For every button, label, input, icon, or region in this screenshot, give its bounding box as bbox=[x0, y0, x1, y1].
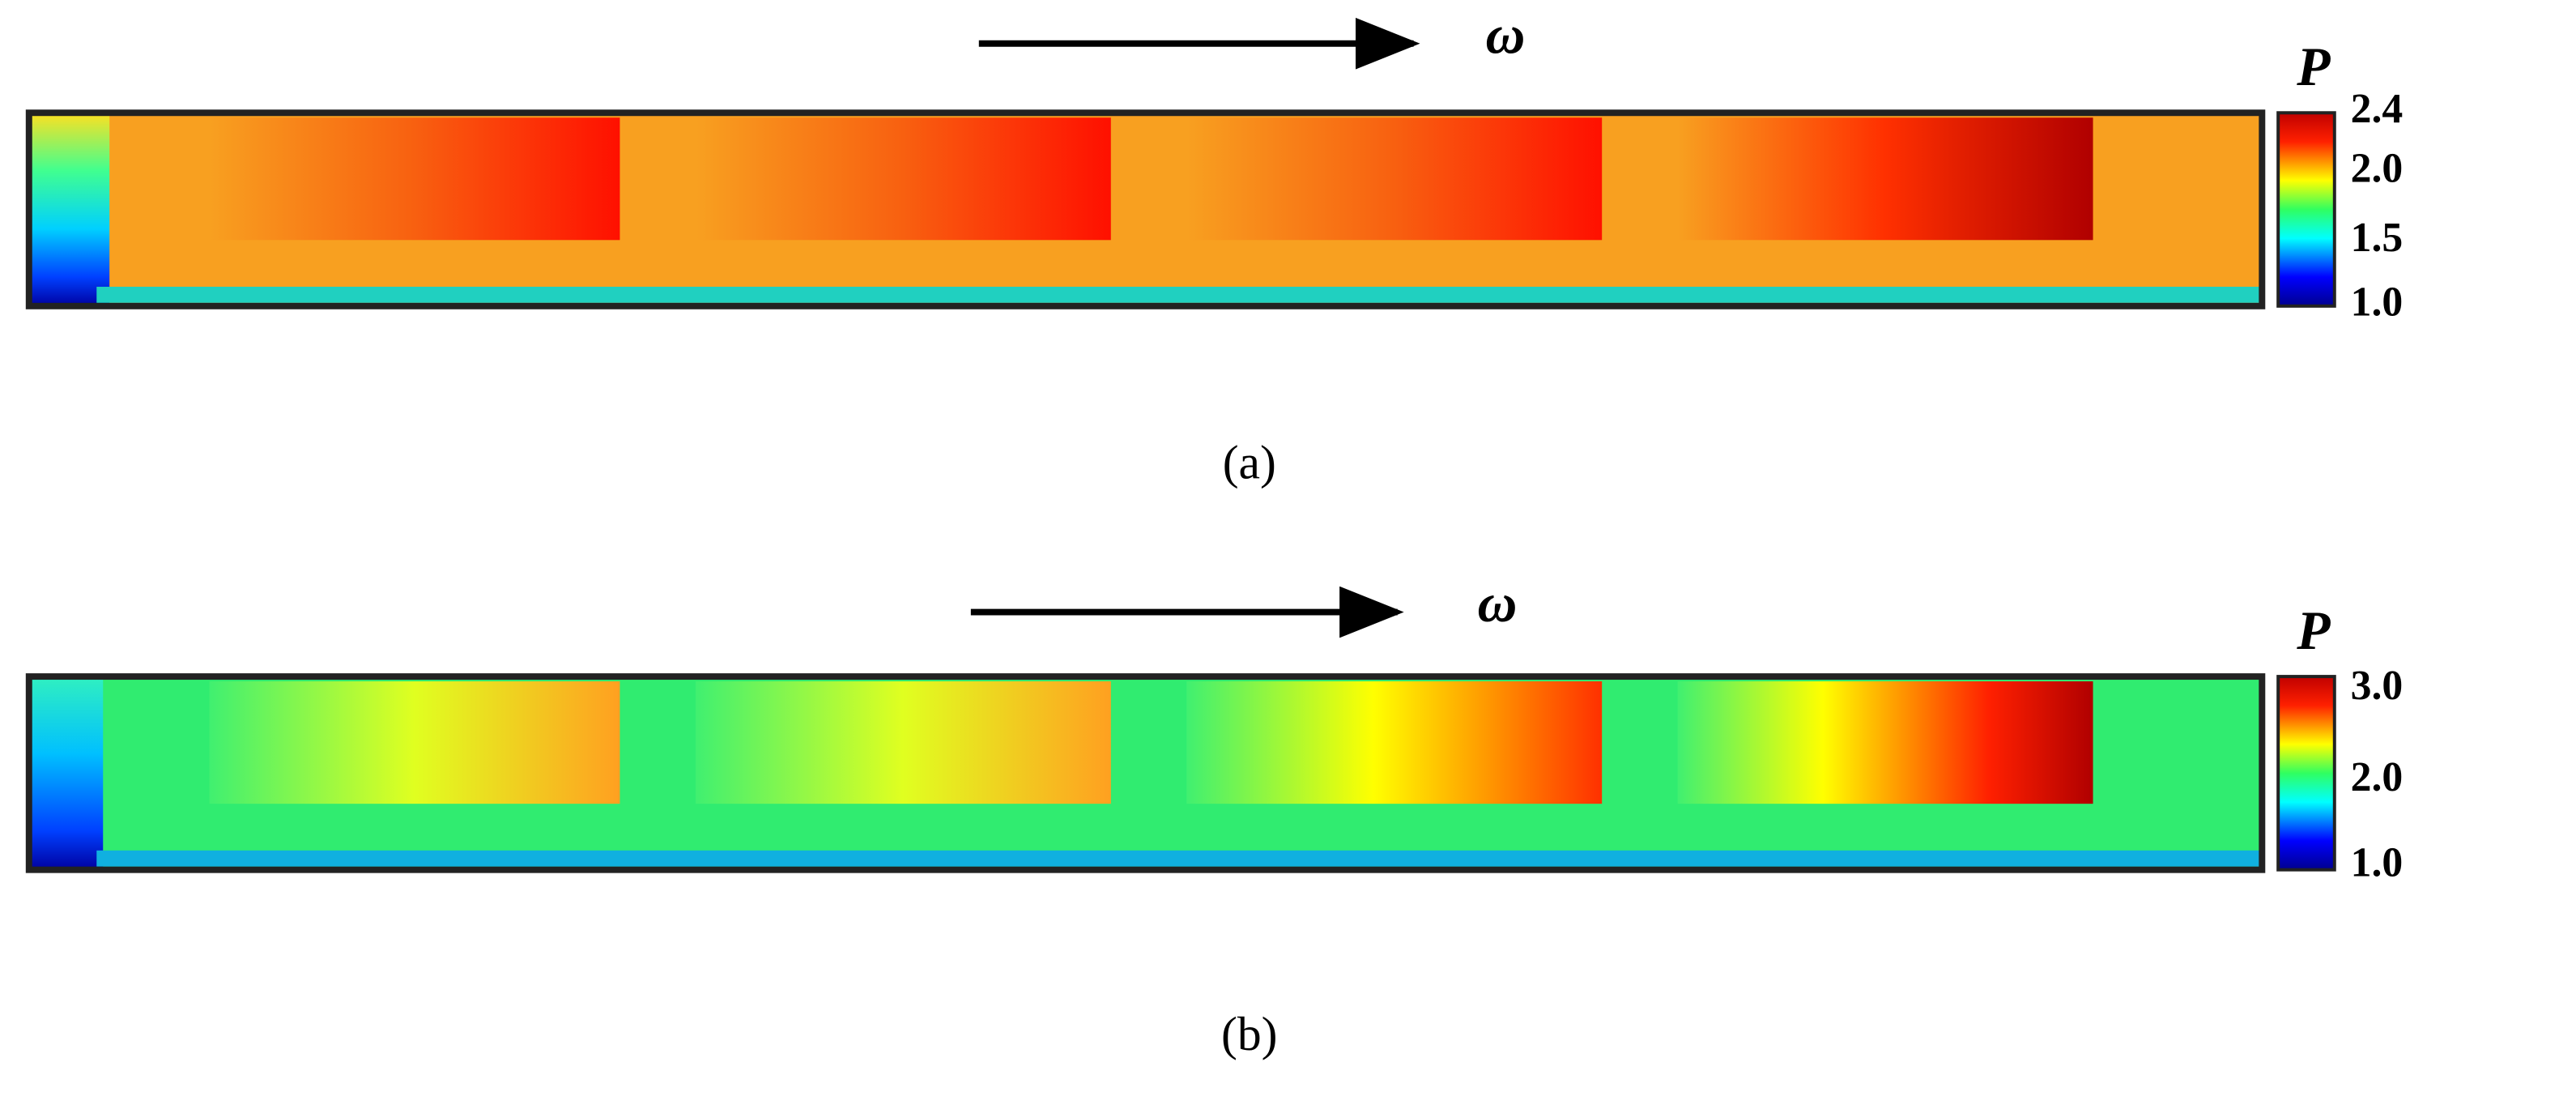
colorbar-tick: 3.0 bbox=[2351, 663, 2404, 709]
wall-layer bbox=[96, 850, 2263, 867]
colorbar-title: P bbox=[2296, 36, 2331, 97]
colorbar-tick: 1.0 bbox=[2351, 279, 2404, 326]
colorbar bbox=[2276, 111, 2336, 308]
pressure-block bbox=[1677, 117, 2093, 241]
inlet-region bbox=[28, 113, 110, 306]
panel-a: ω P 2.4 2.0 1.5 1.0 (a) bbox=[25, 4, 2404, 489]
colorbar bbox=[2276, 675, 2336, 872]
pressure-block bbox=[1677, 681, 2093, 804]
caption: (b) bbox=[1221, 1007, 1278, 1060]
pressure-block bbox=[1186, 117, 1603, 241]
pressure-block bbox=[695, 681, 1111, 804]
colorbar-tick: 1.0 bbox=[2351, 840, 2404, 886]
colorbar-tick: 2.0 bbox=[2351, 146, 2404, 192]
inlet-region bbox=[28, 676, 104, 870]
panel-b: ω P 3.0 2.0 1.0 (b) bbox=[25, 573, 2404, 1060]
pressure-block bbox=[1186, 681, 1603, 804]
domain-border bbox=[25, 109, 2266, 309]
pressure-block bbox=[695, 117, 1111, 241]
colorbar-tick: 1.5 bbox=[2351, 215, 2404, 261]
caption: (a) bbox=[1223, 435, 1276, 489]
wall-layer bbox=[96, 286, 2263, 303]
domain-border bbox=[25, 673, 2266, 873]
colorbar-title: P bbox=[2296, 600, 2331, 661]
colorbar-tick: 2.4 bbox=[2351, 86, 2404, 132]
rotation-symbol: ω bbox=[1478, 573, 1518, 634]
rotation-symbol: ω bbox=[1485, 4, 1525, 65]
pressure-block bbox=[209, 117, 620, 241]
colorbar-tick: 2.0 bbox=[2351, 754, 2404, 800]
pressure-block bbox=[209, 681, 620, 804]
